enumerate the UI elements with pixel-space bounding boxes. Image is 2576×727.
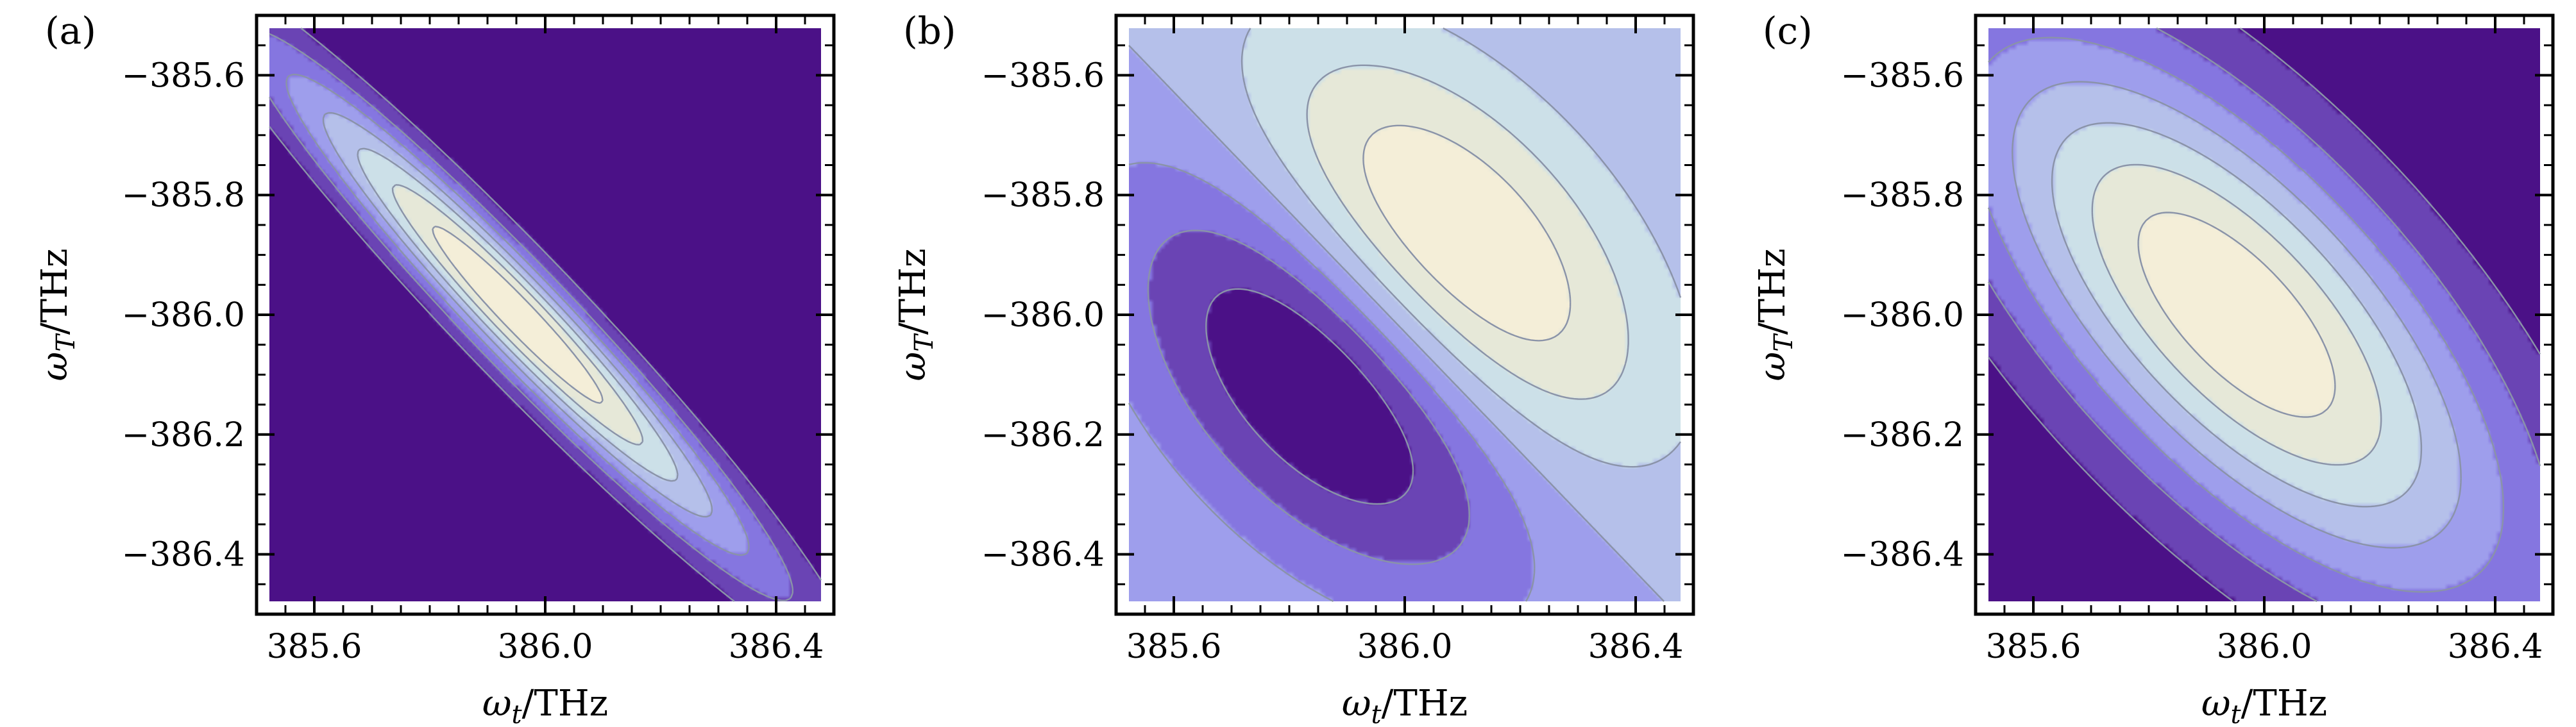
contour-line [268,33,793,601]
y-tick-label: −385.8 [1841,176,1964,215]
contour-line [2051,122,2423,508]
contour-line [1987,37,2505,593]
contour-line [1147,230,1470,565]
y-axis-label: ωT/THz [34,249,81,381]
contour-line [322,112,713,518]
contour-line [1241,27,1682,468]
contour-line [1988,28,2541,602]
y-tick-label: −386.0 [981,296,1105,335]
contour-line [1987,27,2541,603]
x-tick-label: 386.0 [2217,628,2312,666]
contour-line [1205,288,1414,505]
contour-line [1128,45,1665,602]
y-tick-label: −386.4 [981,536,1105,574]
x-tick-label: 385.6 [1126,628,1222,666]
contour-lines [268,28,822,602]
x-tick-label: 386.4 [1588,628,1684,666]
contour-line [1306,64,1629,400]
y-tick-label: −386.2 [981,416,1105,455]
x-tick-label: 386.0 [1357,628,1453,666]
y-tick-label: −386.4 [1841,536,1964,574]
contour-line [357,147,679,482]
contour-line [2012,81,2462,549]
x-axis-label: ωt/THz [1342,683,1468,727]
x-tick-label: 386.4 [2448,628,2543,666]
panel-label: (b) [903,9,956,53]
contour-fill [1988,28,2540,601]
contour-lines [1987,27,2541,603]
y-tick-label: −386.2 [122,416,245,455]
y-axis-label: ωT/THz [1752,249,1799,381]
contour-line [2137,212,2336,418]
y-tick-label: −385.6 [981,56,1105,95]
y-tick-label: −385.8 [122,176,245,215]
y-tick-label: −385.6 [122,56,245,95]
panel-3: 385.6 386.0 386.4 −385.6 −385.8 −386.0 −386.2 −… [1752,9,2555,727]
contour-line [1362,124,1572,342]
x-tick-label: 386.4 [729,628,824,666]
y-tick-label: −385.8 [981,176,1105,215]
y-tick-label: −386.0 [122,296,245,335]
panel-label: (c) [1763,9,1813,53]
contour-line [391,184,644,446]
contour-line [2091,163,2382,466]
y-tick-label: −386.4 [122,536,245,574]
panel-1: 385.6 386.0 386.4 −385.6 −385.8 −386.0 −386.2 −… [34,9,836,727]
x-tick-label: 385.6 [1986,628,2081,666]
y-tick-label: −386.0 [1841,296,1964,335]
contour-fill [1129,28,1681,601]
contour-line [285,73,750,556]
x-tick-label: 386.0 [498,628,593,666]
contour-lines [1128,27,1682,603]
contour-line [432,226,604,404]
x-axis-label: ωt/THz [482,683,608,727]
y-tick-label: −386.2 [1841,416,1964,455]
contour-line [269,28,822,602]
x-tick-label: 385.6 [267,628,362,666]
contour-line [1128,162,1536,603]
panel-label: (a) [45,9,96,53]
y-tick-label: −385.6 [1841,56,1964,95]
panel-2: 385.6 386.0 386.4 −385.6 −385.8 −386.0 −386.2 −… [892,9,1695,727]
y-axis-label: ωT/THz [892,249,939,381]
x-axis-label: ωt/THz [2201,683,2327,727]
contour-fill [269,28,821,601]
